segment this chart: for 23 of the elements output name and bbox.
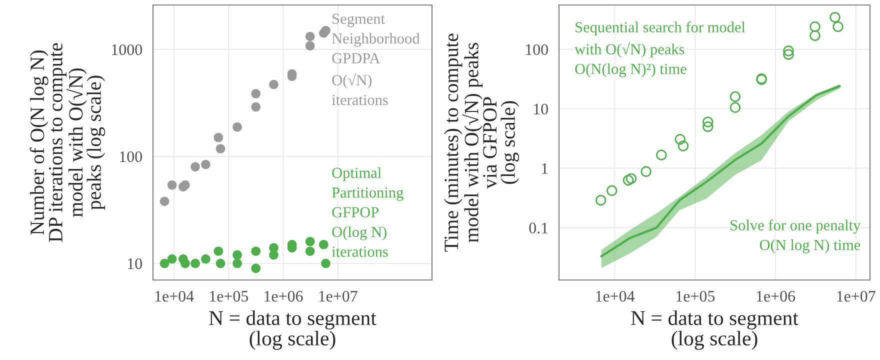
y-tick-label: 1 — [542, 163, 548, 174]
annotation: Segment Neighborhood GPDPA O(√N) iterations — [332, 14, 420, 106]
x-tick-label: 1e+05 — [210, 290, 248, 302]
x-tick-label: 1e+06 — [756, 290, 796, 302]
y-tick-label: 100 — [120, 151, 142, 162]
y-axis-title: Time (minutes) to compute model with O(√N) peaks via GFPOP (log scale) — [444, 34, 520, 252]
x-tick-label: 1e+07 — [837, 290, 876, 302]
y-tick-label: 0.1 — [529, 222, 548, 234]
y-tick-label: 100 — [526, 44, 548, 56]
annotation: Sequential search for model with O(√N) peaks O(N(log N)²) time — [574, 22, 746, 78]
y-axis-title: Number of O(N log N) DP iterations to compute model with O(√N) peaks (log scale) — [30, 43, 106, 242]
x-tick-label: 1e+06 — [264, 290, 303, 302]
annotation: Optimal Partitioning GFPOP O(log N) iterations — [332, 167, 404, 257]
x-tick-label: 1e+04 — [596, 290, 635, 302]
x-axis-title: N = data to segment (log scale) — [631, 310, 798, 350]
y-tick-label: 10 — [128, 258, 142, 270]
x-axis-title: N = data to segment (log scale) — [209, 310, 376, 350]
y-tick-label: 10 — [534, 104, 548, 114]
x-tick-label: 1e+04 — [155, 290, 194, 302]
annotation: Solve for one penalty O(N log N) time — [730, 220, 861, 254]
x-tick-label: 1e+05 — [676, 290, 715, 302]
y-tick-label: 1000 — [112, 44, 142, 56]
x-tick-label: 1e+07 — [319, 290, 358, 302]
